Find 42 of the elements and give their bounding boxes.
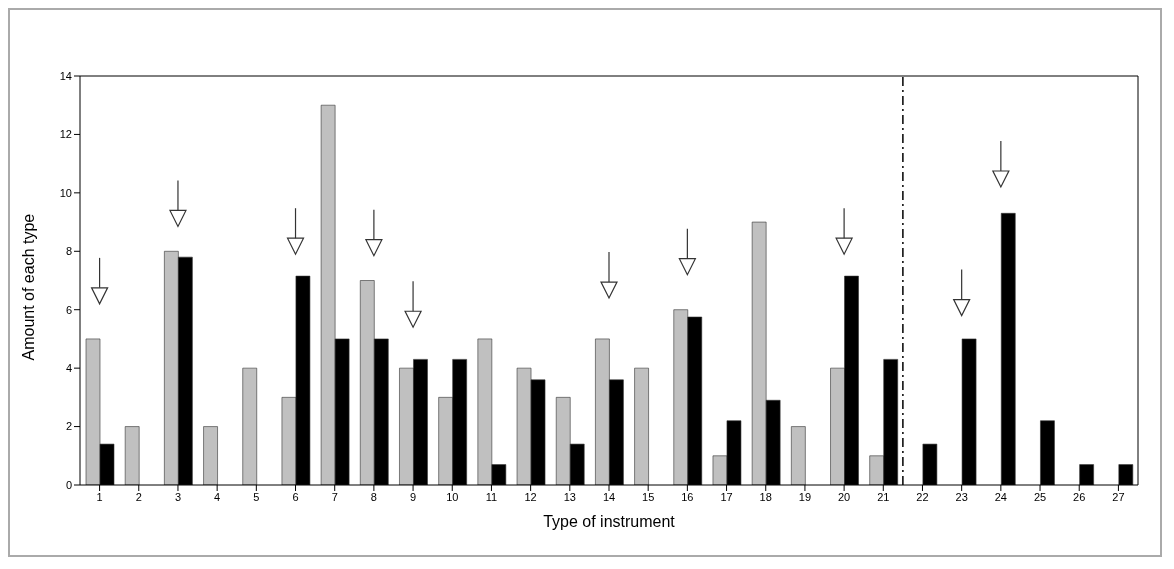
y-tick-label: 10 (59, 186, 72, 199)
x-tick-label: 15 (642, 490, 655, 503)
x-tick-label: 16 (681, 490, 694, 503)
x-tick-label: 26 (1073, 490, 1086, 503)
y-tick-label: 2 (65, 420, 72, 433)
y-axis-title: Amount of each type (19, 213, 37, 361)
x-tick-label: 23 (955, 490, 968, 503)
bar (791, 426, 806, 485)
x-axis-title: Type of instrument (543, 513, 676, 530)
x-tick-label: 8 (370, 490, 377, 503)
x-tick-label: 11 (485, 490, 498, 503)
y-tick-label: 12 (59, 128, 72, 141)
x-tick-label: 20 (837, 490, 851, 503)
x-tick-label: 24 (994, 490, 1007, 503)
x-tick-label: 10 (446, 490, 459, 503)
x-tick-label: 13 (563, 490, 576, 503)
x-tick-label: 1 (96, 490, 103, 503)
y-tick-label: 8 (65, 245, 72, 258)
x-tick-label: 25 (1033, 490, 1047, 503)
x-tick-label: 17 (720, 490, 733, 503)
x-tick-label: 6 (292, 490, 299, 503)
x-tick-label: 4 (214, 490, 221, 503)
x-tick-label: 14 (602, 490, 616, 503)
bar (242, 367, 258, 485)
x-tick-label: 21 (877, 490, 890, 503)
y-tick-label: 14 (59, 69, 72, 82)
bar (634, 367, 649, 485)
x-tick-label: 18 (759, 490, 772, 503)
x-tick-label: 12 (524, 490, 537, 503)
x-tick-label: 19 (798, 490, 812, 503)
x-tick-label: 2 (135, 490, 142, 503)
bar (124, 426, 140, 485)
bar (203, 426, 218, 485)
y-tick-label: 0 (65, 478, 72, 491)
x-tick-label: 9 (410, 490, 417, 503)
y-tick-label: 4 (65, 362, 72, 375)
x-tick-label: 3 (174, 490, 182, 503)
y-tick-label: 6 (65, 303, 72, 316)
x-tick-label: 5 (253, 490, 260, 503)
x-tick-label: 7 (331, 490, 338, 503)
x-tick-label: 27 (1112, 490, 1125, 503)
x-tick-label: 22 (916, 490, 929, 503)
